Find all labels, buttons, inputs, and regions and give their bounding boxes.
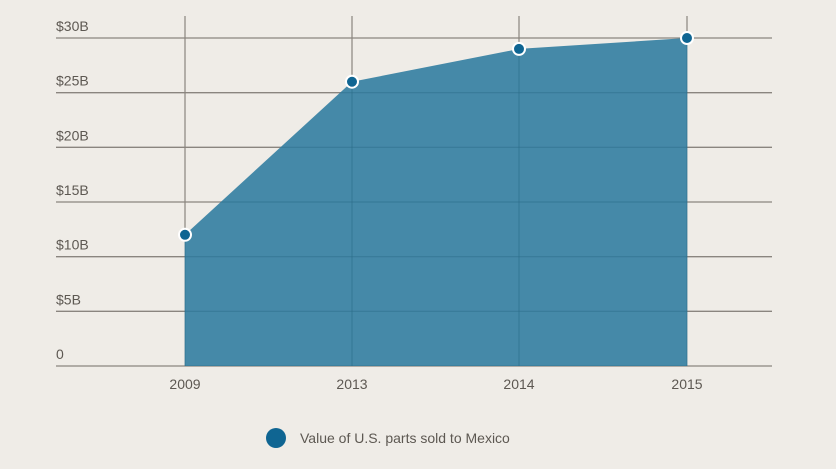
y-tick-label: $5B	[56, 291, 81, 307]
x-tick-label: 2009	[169, 376, 200, 392]
legend: Value of U.S. parts sold to Mexico	[266, 428, 510, 448]
y-tick-label: $10B	[56, 237, 89, 253]
data-point-marker	[345, 74, 359, 89]
area-series	[185, 38, 687, 366]
data-point-marker	[178, 227, 192, 242]
y-tick-label: $25B	[56, 73, 89, 89]
y-tick-label: $20B	[56, 127, 89, 143]
area-chart: 0 $5B $10B $15B $20B $25B $30B 2009 2013 2014 201…	[56, 16, 772, 392]
data-point-marker	[512, 41, 526, 56]
legend-marker-icon	[266, 428, 286, 448]
y-axis-labels: 0 $5B $10B $15B $20B $25B $30B	[56, 18, 89, 362]
x-tick-label: 2013	[336, 376, 367, 392]
y-tick-label: $30B	[56, 18, 89, 34]
x-tick-label: 2014	[503, 376, 534, 392]
x-axis-labels: 2009 2013 2014 2015	[169, 376, 702, 392]
data-point-marker	[680, 31, 694, 45]
x-gridlines	[184, 16, 688, 366]
y-tick-label: $15B	[56, 182, 89, 198]
legend-label: Value of U.S. parts sold to Mexico	[300, 430, 510, 446]
x-tick-label: 2015	[671, 376, 702, 392]
data-markers	[178, 31, 694, 242]
y-tick-label: 0	[56, 346, 64, 362]
